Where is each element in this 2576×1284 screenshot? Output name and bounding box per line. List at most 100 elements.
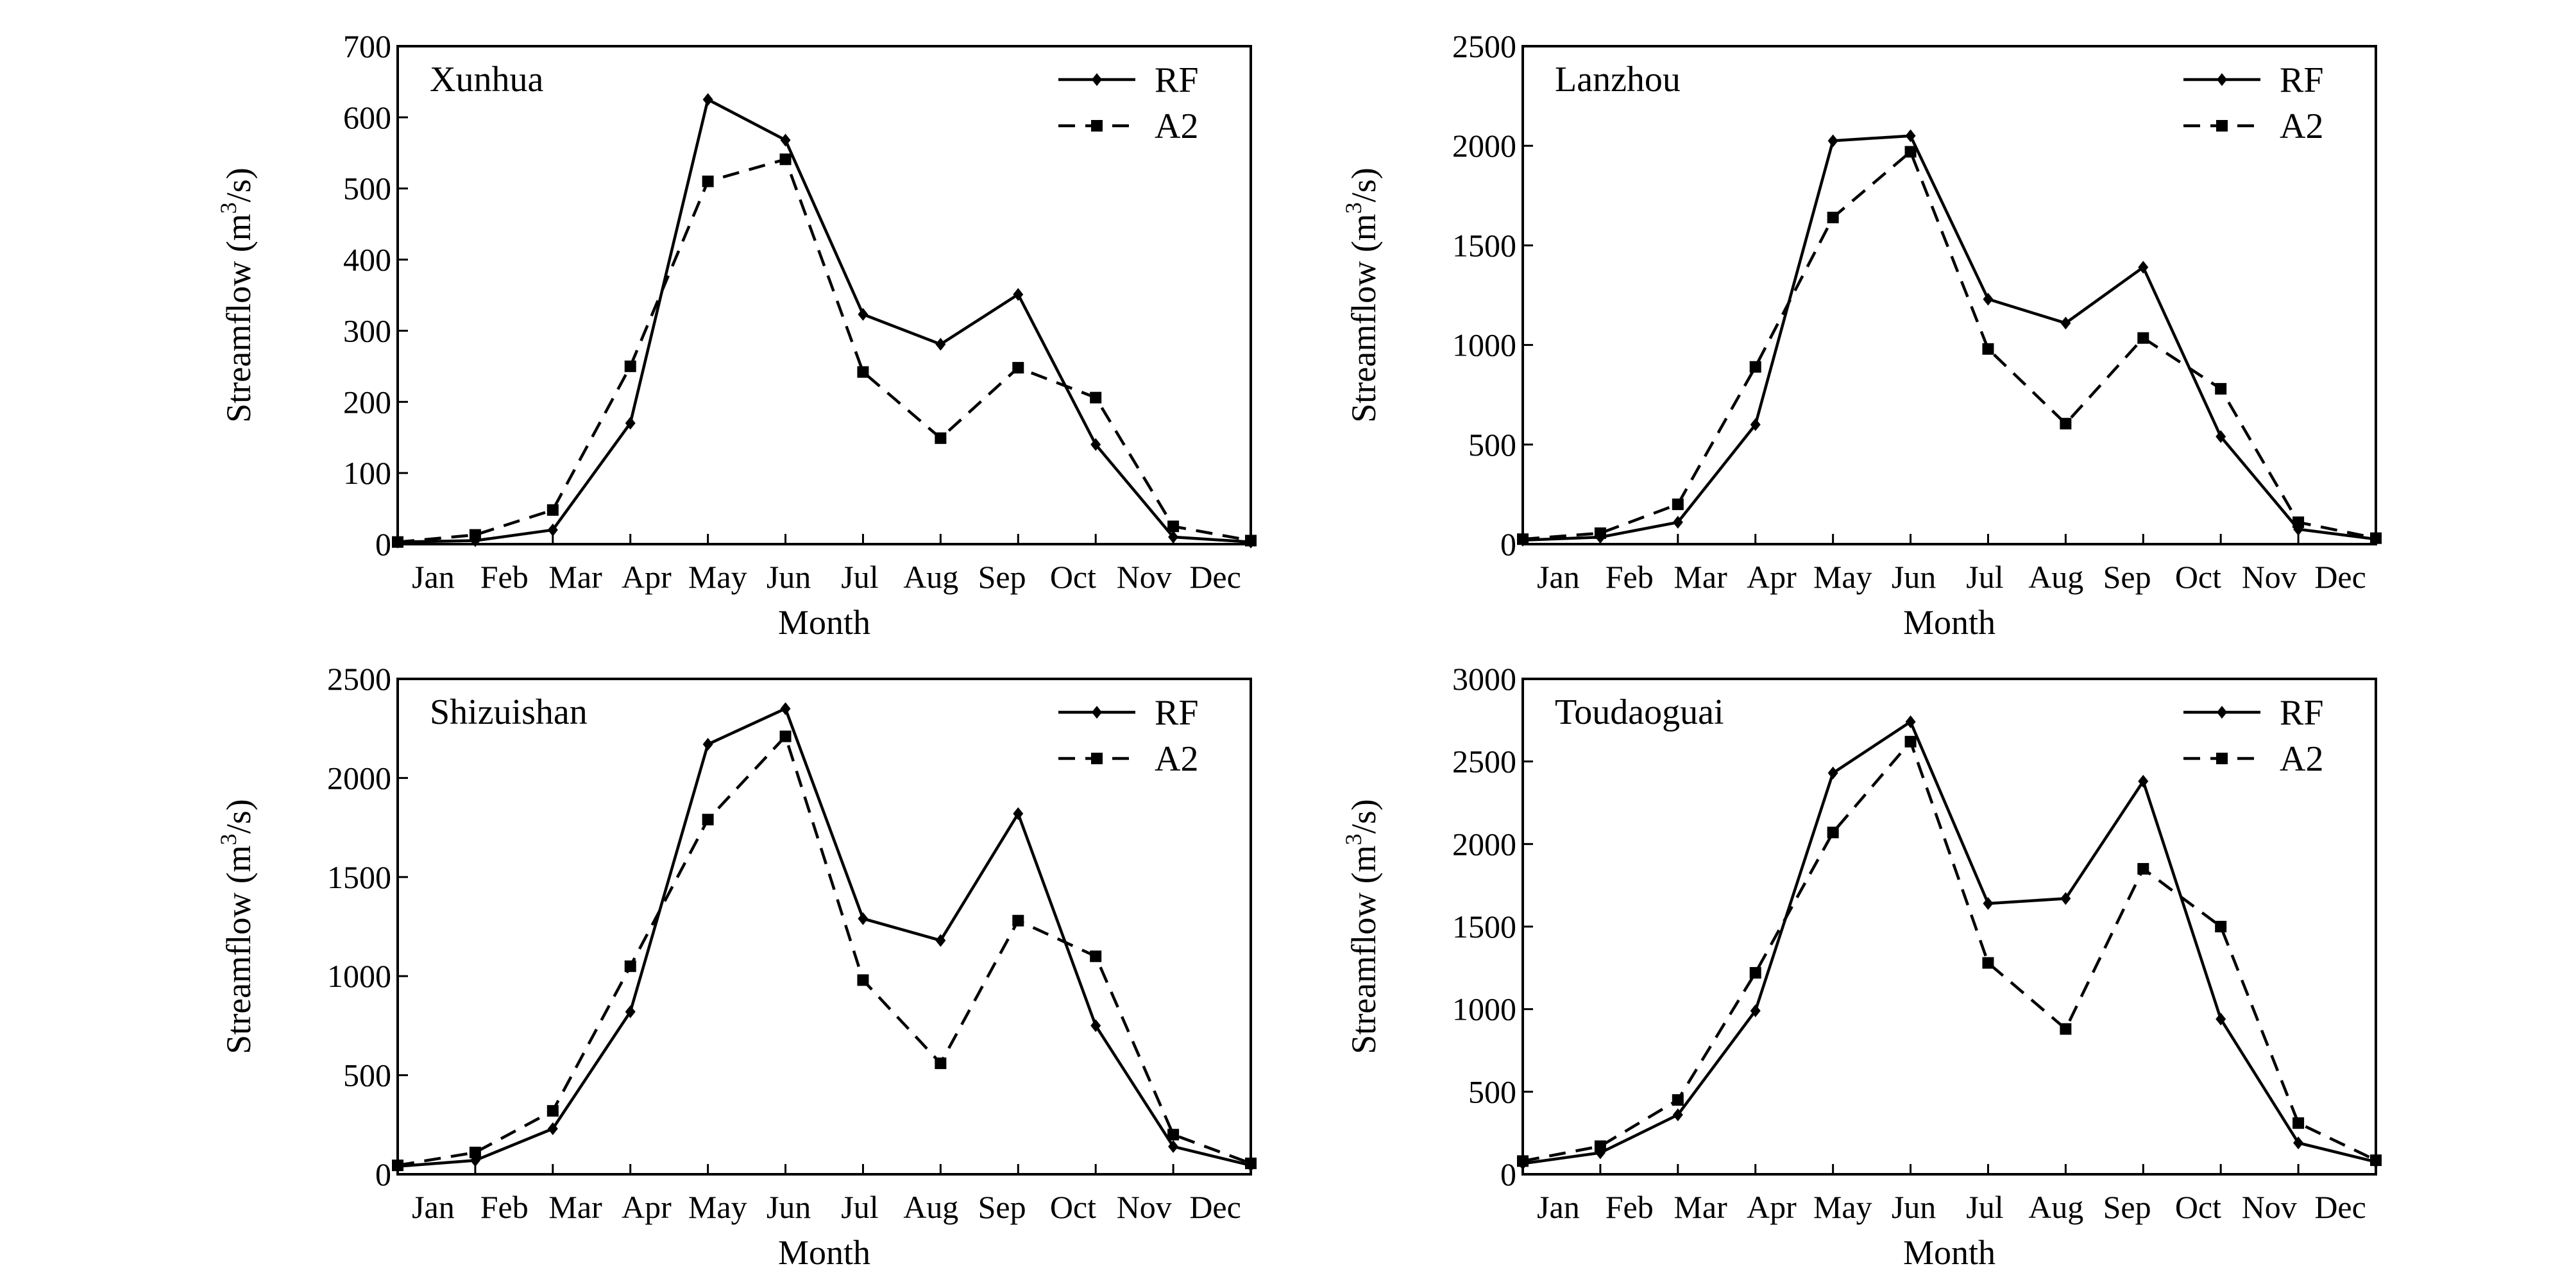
data-point-a2 <box>469 529 481 541</box>
legend-label-rf: RF <box>1155 60 1199 100</box>
data-point-rf <box>2060 892 2071 905</box>
chart-panel-lanzhou: 0 500 1000 1500 2000 2500 Jan Feb Mar Apr May Jun Ju… <box>1341 28 2382 642</box>
x-tick-label: Jan <box>1537 559 1580 595</box>
x-tick-label: Jul <box>841 1189 878 1225</box>
data-point-rf <box>858 912 869 925</box>
data-point-rf <box>780 702 791 715</box>
data-point-rf <box>2293 1136 2304 1150</box>
x-tick-label: Dec <box>1189 1189 1241 1225</box>
x-tick-label: Jan <box>412 559 455 595</box>
legend-label-a2: A2 <box>1155 739 1198 779</box>
data-point-a2 <box>1167 1129 1180 1141</box>
data-point-rf <box>1750 1004 1761 1018</box>
y-tick-label: 3000 <box>1452 661 1516 697</box>
data-point-rf <box>1013 287 1024 301</box>
y-tick-label: 1500 <box>1452 909 1516 945</box>
data-point-rf <box>702 93 713 107</box>
legend-label-rf: RF <box>2280 60 2324 100</box>
data-point-a2 <box>1012 362 1024 374</box>
y-tick-label: 500 <box>343 171 391 207</box>
y-axis-title: Streamflow (m3/s) <box>1341 167 1383 422</box>
legend-marker-a2 <box>1091 753 1103 764</box>
data-point-a2 <box>1594 527 1606 539</box>
y-tick-label: 1000 <box>1452 327 1516 363</box>
x-tick-label: Jun <box>767 559 811 595</box>
data-point-rf <box>1905 715 1916 728</box>
data-point-rf <box>935 934 946 947</box>
x-tick-label: Dec <box>2314 559 2366 595</box>
data-point-a2 <box>2215 382 2227 395</box>
series-line-rf <box>397 706 1251 1168</box>
x-tick-label: Jul <box>841 559 878 595</box>
data-point-rf <box>1168 1140 1179 1153</box>
x-tick-label: Aug <box>903 1189 958 1225</box>
x-tick-label: Apr <box>1747 1189 1797 1225</box>
data-point-rf <box>1983 896 1994 910</box>
x-tick-label: Mar <box>548 559 602 595</box>
data-point-rf <box>1827 766 1838 780</box>
data-point-rf <box>2216 1013 2226 1026</box>
y-tick-label: 2500 <box>1452 744 1516 780</box>
data-point-a2 <box>1749 361 1761 373</box>
y-tick-label: 500 <box>1468 1074 1516 1109</box>
x-tick-label: May <box>688 559 747 595</box>
data-point-rf <box>1672 1108 1683 1122</box>
data-point-rf <box>2060 316 2071 330</box>
chart-panel-toudaoguai: 0 500 1000 1500 2000 2500 3000 Jan Feb Mar Apr May J… <box>1341 661 2382 1272</box>
x-tick-label: Apr <box>622 559 672 595</box>
data-point-a2 <box>624 360 636 372</box>
x-tick-label: Nov <box>2242 559 2297 595</box>
x-tick-label: Jun <box>1892 559 1936 595</box>
x-axis-title: Month <box>778 603 870 642</box>
x-tick-label: Nov <box>1117 1189 1172 1225</box>
data-point-a2 <box>1012 914 1024 927</box>
x-tick-label: May <box>688 1189 747 1225</box>
data-point-rf <box>1168 530 1179 544</box>
data-point-a2 <box>1827 826 1839 839</box>
data-point-a2 <box>1827 211 1839 223</box>
series-line-a2 <box>1522 149 2377 541</box>
x-tick-label: Apr <box>1747 559 1797 595</box>
data-point-a2 <box>1167 520 1180 533</box>
data-point-a2 <box>1517 1155 1529 1167</box>
legend-label-rf: RF <box>2280 693 2324 733</box>
data-point-rf <box>1905 129 1916 142</box>
x-tick-label: Jul <box>1966 559 2003 595</box>
x-tick-label: Dec <box>2314 1189 2366 1225</box>
x-tick-label: Jun <box>767 1189 811 1225</box>
x-tick-label: May <box>1813 559 1872 595</box>
y-tick-label: 0 <box>1500 1156 1516 1192</box>
plot-frame <box>1521 678 2377 1176</box>
data-point-rf <box>547 1122 558 1135</box>
x-tick-label: Apr <box>622 1189 672 1225</box>
data-point-a2 <box>935 1057 947 1070</box>
data-point-rf <box>1090 438 1101 451</box>
x-tick-label: Nov <box>2242 1189 2297 1225</box>
x-axis-title: Month <box>1903 1233 1996 1272</box>
data-point-rf <box>858 307 869 321</box>
y-tick-label: 0 <box>375 1156 391 1192</box>
y-tick-label: 1500 <box>327 859 391 895</box>
data-point-a2 <box>2137 862 2149 875</box>
data-point-a2 <box>1245 1158 1257 1170</box>
data-point-a2 <box>469 1147 481 1159</box>
data-point-a2 <box>2292 1117 2305 1129</box>
y-tick-label: 2000 <box>327 760 391 796</box>
x-tick-label: Feb <box>1606 1189 1654 1225</box>
legend-marker-rf <box>1092 73 1102 86</box>
data-point-a2 <box>1982 957 1994 969</box>
x-tick-label: May <box>1813 1189 1872 1225</box>
data-point-a2 <box>2060 1023 2072 1035</box>
series-line-a2 <box>397 733 1251 1167</box>
data-point-rf <box>625 1005 636 1018</box>
data-point-rf <box>1983 293 1994 306</box>
legend-label-a2: A2 <box>2280 107 2323 146</box>
legend-marker-a2 <box>1091 120 1103 132</box>
data-point-rf <box>1672 515 1683 529</box>
data-point-a2 <box>702 814 714 826</box>
chart-panel-xunhua: 0 100 200 300 400 500 600 700 Jan Feb Mar Apr May Jun… <box>216 28 1257 642</box>
x-tick-label: Aug <box>903 559 958 595</box>
x-tick-label: Aug <box>2028 1189 2083 1225</box>
data-point-rf <box>1090 1019 1101 1032</box>
data-point-a2 <box>1090 950 1102 963</box>
